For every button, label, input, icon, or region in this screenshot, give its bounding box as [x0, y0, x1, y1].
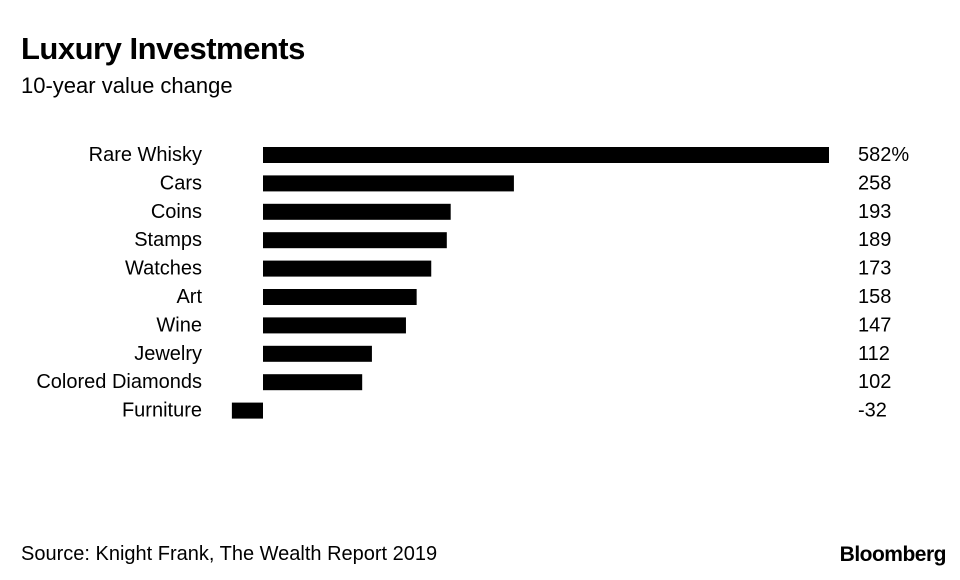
value-label-wine: 147 [858, 314, 891, 336]
value-label-art: 158 [858, 286, 891, 308]
value-label-stamps: 189 [858, 229, 891, 251]
bar-watches [263, 260, 432, 277]
bar-coins [263, 203, 451, 220]
bar-cars [263, 175, 514, 192]
bar-furniture [231, 402, 263, 419]
value-label-colored-diamonds: 102 [858, 371, 891, 393]
category-label-art: Art [176, 286, 202, 308]
value-label-jewelry: 112 [858, 343, 890, 365]
value-label-watches: 173 [858, 258, 891, 280]
bar-rare-whisky [263, 147, 829, 163]
value-label-cars: 258 [858, 172, 891, 194]
category-label-coins: Coins [151, 201, 202, 223]
bar-wine [263, 317, 406, 334]
bar-colored-diamonds [263, 374, 363, 391]
category-label-watches: Watches [125, 258, 202, 280]
chart-title: Luxury Investments [21, 31, 305, 66]
category-label-jewelry: Jewelry [134, 343, 202, 365]
category-label-wine: Wine [156, 314, 202, 336]
category-label-furniture: Furniture [122, 400, 202, 422]
source-note: Source: Knight Frank, The Wealth Report … [21, 543, 438, 565]
bar-chart: Rare Whisky 582% Cars 258 Coins 193 Stamps 189 W… [36, 144, 909, 422]
category-label-colored-diamonds: Colored Diamonds [36, 371, 202, 393]
value-label-coins: 193 [858, 201, 891, 223]
value-label-furniture: -32 [858, 400, 887, 422]
bar-art [263, 289, 417, 305]
bloomberg-logo: Bloomberg [839, 543, 947, 566]
value-label-rare-whisky: 582% [858, 144, 909, 166]
bar-stamps [263, 232, 447, 249]
chart-subtitle: 10-year value change [21, 73, 233, 98]
bar-jewelry [263, 345, 372, 362]
category-label-rare-whisky: Rare Whisky [89, 144, 202, 166]
category-label-stamps: Stamps [134, 229, 202, 251]
category-label-cars: Cars [160, 172, 202, 194]
